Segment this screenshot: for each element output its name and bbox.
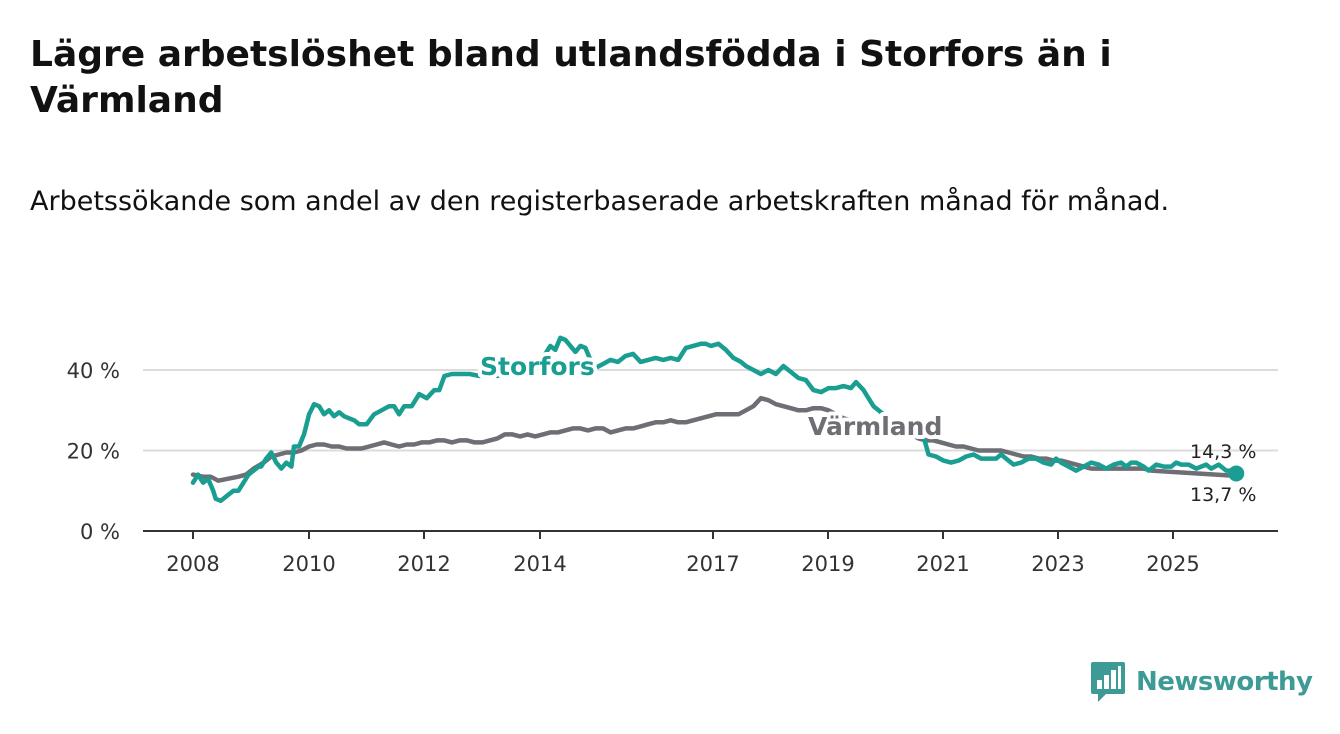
x-tick-label: 2012 (397, 552, 450, 576)
chart-subtitle: Arbetssökande som andel av den registerb… (30, 186, 1170, 217)
x-tick-label: 2019 (801, 552, 854, 576)
series-line-storfors (190, 335, 1239, 504)
y-tick-label: 40 % (67, 359, 120, 383)
series-lines (190, 335, 1245, 504)
x-tick-label: 2010 (282, 552, 335, 576)
axes: 0 % 20 % 40 % 2008 2010 2012 2014 2017 2019 2021 2… (67, 359, 1278, 576)
chart-title: Lägre arbetslöshet bland utlandsfödda i … (30, 34, 1112, 121)
series-label-varmland: Värmland (808, 412, 942, 441)
y-tick-label: 20 % (67, 440, 120, 464)
y-tick-label: 0 % (80, 520, 120, 544)
series-label-storfors-halo: Storfors (480, 352, 595, 381)
brand-name: Newsworthy (1136, 667, 1313, 697)
end-label-storfors: 13,7 % (1190, 484, 1256, 506)
x-tick-label: 2023 (1031, 552, 1084, 576)
grid-lines (143, 369, 1278, 452)
series-line-vrmland (190, 395, 1239, 483)
x-tick-label: 2014 (513, 552, 566, 576)
x-tick-label: 2021 (916, 552, 969, 576)
series-label-varmland-halo: Värmland (808, 412, 942, 441)
x-tick-label: 2008 (166, 552, 219, 576)
end-point-marker (1228, 465, 1245, 482)
series-label-storfors: Storfors (480, 352, 595, 381)
brand-logo: Newsworthy (1090, 660, 1313, 704)
end-label-varmland: 14,3 % (1190, 441, 1256, 463)
x-tick-label: 2017 (686, 552, 739, 576)
x-tick-label: 2025 (1146, 552, 1199, 576)
newsworthy-icon (1091, 662, 1125, 702)
